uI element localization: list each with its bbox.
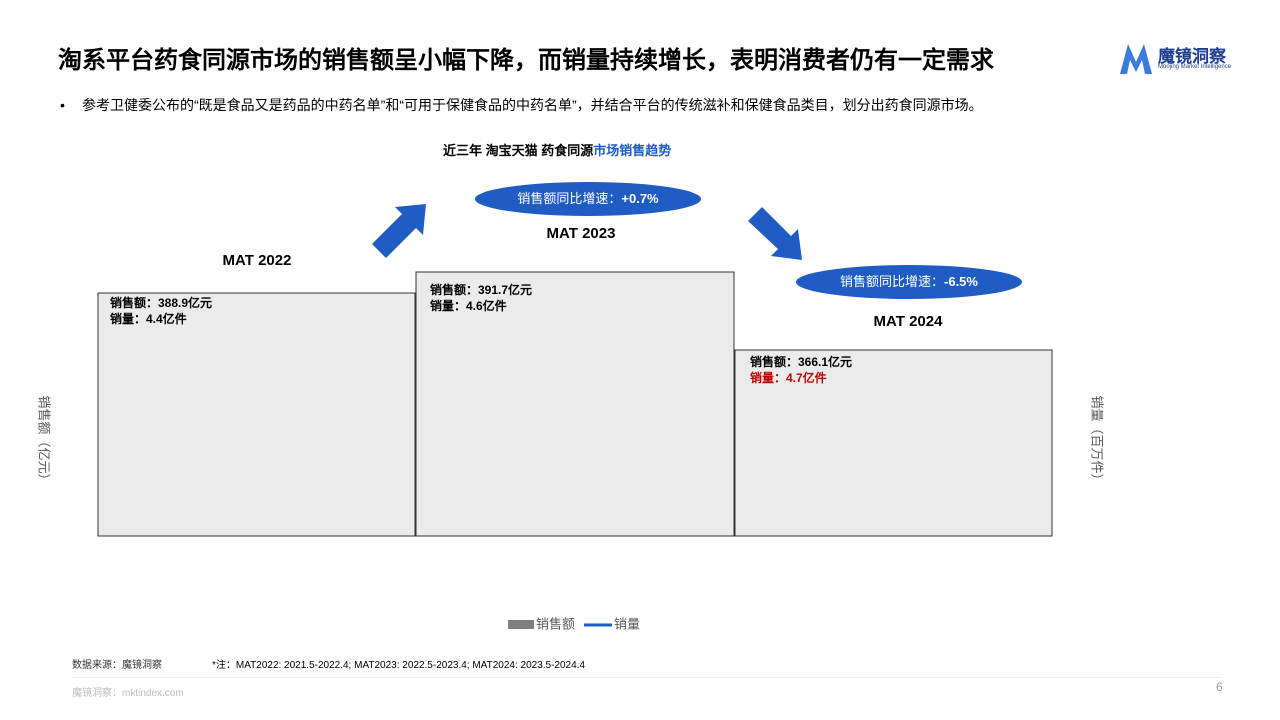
legend-swatch: [508, 620, 534, 629]
period-sales: 销售额：366.1亿元: [750, 354, 852, 369]
period-label: MAT 2022: [223, 252, 292, 269]
growth-text: 销售额同比增速：+0.7%: [517, 191, 659, 206]
growth-value: +0.7%: [621, 191, 659, 206]
note: *注：MAT2022: 2021.5-2022.4; MAT2023: 2022…: [212, 660, 586, 671]
growth-label: 销售额同比增速：: [517, 191, 621, 206]
period-box: [415, 271, 735, 537]
page-number: 6: [1216, 680, 1223, 694]
slide-title: 淘系平台药食同源市场的销售额呈小幅下降，而销量持续增长，表明消费者仍有一定需求: [58, 47, 994, 74]
source: 数据来源：魔镜洞察: [72, 660, 162, 671]
period-volume: 销量：4.6亿件: [430, 298, 507, 313]
logo-icon: 010203040506001020304050602021年5月2021年7月…: [1118, 40, 1154, 76]
period-volume: 销量：4.7亿件: [750, 370, 827, 385]
period-sales: 销售额：388.9亿元: [110, 295, 212, 310]
legend-label: 销量: [614, 616, 640, 631]
site: 魔镜洞察：mktindex.com: [72, 688, 184, 699]
growth-text: 销售额同比增速：-6.5%: [840, 274, 978, 289]
growth-pill: [796, 265, 1022, 299]
period-box: [734, 349, 1053, 537]
divider: [72, 677, 1222, 678]
arrow-down: [748, 207, 802, 260]
chart-title-highlight: 市场销售趋势: [593, 143, 672, 158]
period-label: MAT 2023: [547, 225, 616, 242]
period-label: MAT 2024: [874, 313, 944, 330]
y2-axis-label: 销量（百万件）: [1090, 395, 1105, 486]
period-sales: 销售额：391.7亿元: [430, 282, 532, 297]
growth-pill: [475, 182, 701, 216]
logo-name: 魔镜洞察: [1158, 47, 1226, 66]
logo-sub: Moojing Market Intelligence: [1158, 64, 1232, 70]
growth-label: 销售额同比增速：: [840, 274, 944, 289]
bullet-text: 参考卫健委公布的“既是食品又是药品的中药名单”和“可用于保健食品的中药名单”，并…: [82, 97, 983, 113]
chart-title-main: 近三年 淘宝天猫 药食同源: [443, 143, 594, 158]
y-axis-label: 销售额（亿元）: [37, 395, 52, 486]
growth-value: -6.5%: [944, 274, 978, 289]
chart-title: 近三年 淘宝天猫 药食同源市场销售趋势: [443, 140, 671, 159]
period-box: [97, 292, 416, 537]
legend-label: 销售额: [536, 616, 575, 631]
arrow-up: [372, 204, 426, 258]
logo-svg: 010203040506001020304050602021年5月2021年7月…: [1120, 44, 1152, 74]
bullet-dot: •: [60, 97, 65, 113]
period-volume: 销量：4.4亿件: [110, 311, 187, 326]
